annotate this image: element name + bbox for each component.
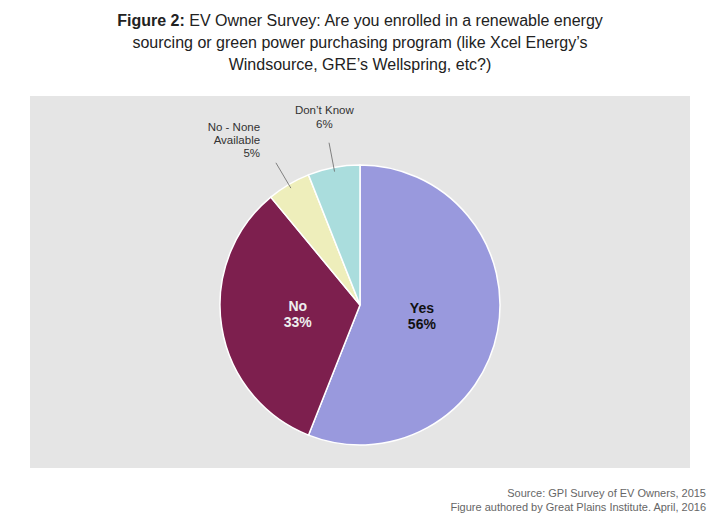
source-note: Source: GPI Survey of EV Owners, 2015 Fig… bbox=[450, 487, 706, 513]
chart-container: Figure 2: EV Owner Survey: Are you enrol… bbox=[0, 0, 720, 521]
chart-svg: Figure 2: EV Owner Survey: Are you enrol… bbox=[0, 0, 720, 521]
slice-label: Yes bbox=[410, 300, 434, 316]
pie-slice bbox=[308, 165, 360, 305]
slice-label-line: No - None bbox=[208, 121, 260, 133]
slice-value-label: 6% bbox=[316, 118, 333, 130]
title-line: Figure 2: EV Owner Survey: Are you enrol… bbox=[117, 12, 603, 29]
slice-label-line: Don’t Know bbox=[295, 105, 355, 117]
slice-label: Don’t Know bbox=[295, 105, 355, 117]
title-rest: EV Owner Survey: Are you enrolled in a r… bbox=[185, 12, 603, 29]
plot-panel bbox=[30, 96, 690, 468]
slice-value-label: 5% bbox=[243, 147, 260, 159]
leader-line bbox=[276, 163, 291, 188]
chart-title: Figure 2: EV Owner Survey: Are you enrol… bbox=[117, 12, 603, 73]
title-line: sourcing or green power purchasing progr… bbox=[132, 34, 587, 51]
slice-label: No - NoneAvailable bbox=[208, 121, 260, 146]
title-line: Windsource, GRE’s Wellspring, etc?) bbox=[229, 56, 492, 73]
data-labels: Yes56% No33% No - NoneAvailable5% Don’t Kno… bbox=[208, 105, 437, 332]
slice-value-label: 33% bbox=[284, 314, 313, 330]
source-note-line: Figure authored by Great Plains Institut… bbox=[450, 501, 706, 513]
slice-value-label: 56% bbox=[408, 316, 437, 332]
pie-group bbox=[220, 165, 500, 445]
slice-label-line: No bbox=[288, 298, 307, 314]
slice-label: No bbox=[288, 298, 307, 314]
title-bold: Figure 2: bbox=[117, 12, 185, 29]
source-note-line: Source: GPI Survey of EV Owners, 2015 bbox=[507, 487, 706, 499]
slice-label-line: Available bbox=[214, 134, 260, 146]
leader-line bbox=[329, 143, 335, 172]
slice-label-line: Yes bbox=[410, 300, 434, 316]
